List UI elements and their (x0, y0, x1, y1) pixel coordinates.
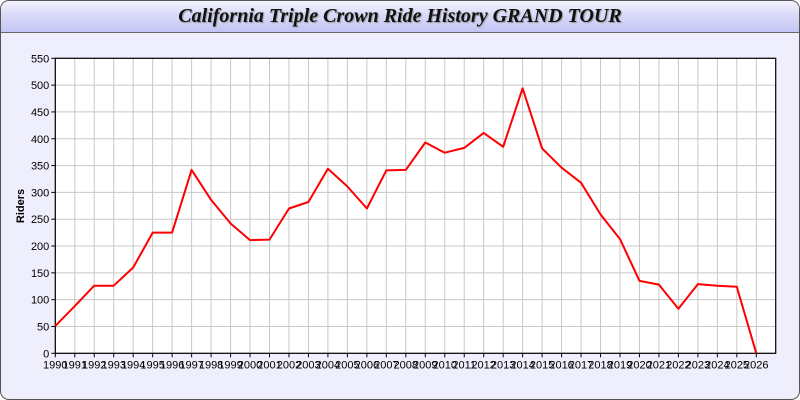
x-tick-label: 2015 (530, 359, 554, 371)
y-tick-label: 250 (31, 214, 49, 226)
y-tick-label: 300 (31, 187, 49, 199)
x-tick-label: 1997 (179, 359, 203, 371)
x-tick-label: 2005 (335, 359, 359, 371)
x-tick-label: 1992 (82, 359, 106, 371)
x-tick-label: 1993 (101, 359, 125, 371)
x-tick-label: 1994 (121, 359, 145, 371)
x-tick-label: 1995 (140, 359, 164, 371)
x-tick-label: 2020 (627, 359, 651, 371)
x-tick-label: 2014 (510, 359, 534, 371)
x-tick-label: 2017 (569, 359, 593, 371)
x-tick-label: 2013 (491, 359, 515, 371)
x-tick-label: 2007 (374, 359, 398, 371)
x-tick-label: 1998 (199, 359, 223, 371)
plot-area (55, 58, 776, 354)
x-tick-label: 2006 (355, 359, 379, 371)
x-tick-label: 2010 (433, 359, 457, 371)
x-tick-label: 2008 (394, 359, 418, 371)
y-tick-label: 50 (37, 321, 49, 333)
y-tick-label: 100 (31, 295, 49, 307)
y-tick-label: 0 (43, 348, 49, 360)
x-tick-label: 2004 (316, 359, 340, 371)
x-tick-label: 2002 (277, 359, 301, 371)
y-tick-label: 400 (31, 134, 49, 146)
y-axis-label: Riders (15, 189, 27, 223)
x-tick-label: 1991 (63, 359, 87, 371)
x-tick-label: 2024 (705, 359, 729, 371)
x-tick-label: 2022 (666, 359, 690, 371)
y-tick-label: 200 (31, 241, 49, 253)
x-tick-label: 2012 (471, 359, 495, 371)
x-tick-label: 2019 (608, 359, 632, 371)
x-tick-label: 2021 (647, 359, 671, 371)
x-tick-label: 2003 (296, 359, 320, 371)
y-tick-label: 450 (31, 107, 49, 119)
x-tick-label: 1999 (218, 359, 242, 371)
x-tick-label: 2001 (257, 359, 281, 371)
y-tick-label: 350 (31, 161, 49, 173)
y-tick-label: 550 (31, 53, 49, 65)
x-tick-label: 2026 (744, 359, 768, 371)
x-tick-label: 2023 (686, 359, 710, 371)
chart-title: California Triple Crown Ride History GRA… (178, 5, 622, 27)
x-tick-label: 2000 (238, 359, 262, 371)
plot-border (54, 57, 777, 354)
x-tick-label: 1990 (43, 359, 67, 371)
x-tick-label: 1996 (160, 359, 184, 371)
x-tick-label: 2016 (549, 359, 573, 371)
x-tick-label: 2009 (413, 359, 437, 371)
title-bar: California Triple Crown Ride History GRA… (1, 1, 799, 33)
x-tick-label: 2025 (725, 359, 749, 371)
y-tick-label: 500 (31, 80, 49, 92)
y-tick-label: 150 (31, 268, 49, 280)
x-tick-label: 2018 (588, 359, 612, 371)
x-tick-label: 2011 (452, 359, 476, 371)
